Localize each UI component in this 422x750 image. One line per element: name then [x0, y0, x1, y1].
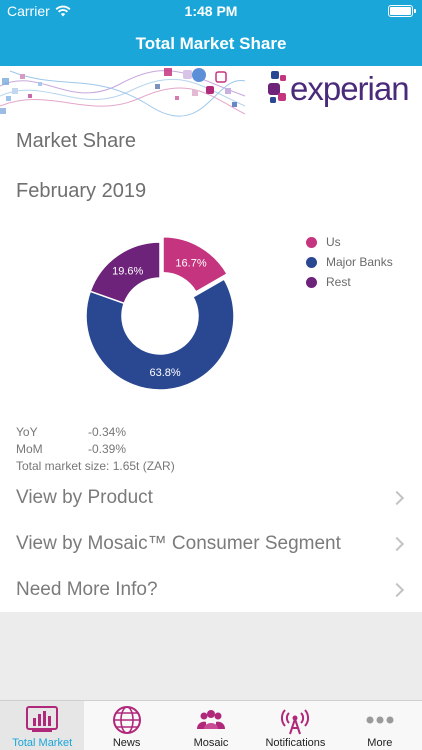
chevron-right-icon	[389, 582, 405, 598]
carrier-indicator: Carrier	[7, 3, 71, 19]
row-label: View by Mosaic™ Consumer Segment	[16, 533, 341, 554]
market-share-chart: 16.7% 63.8% 19.6%	[80, 236, 240, 396]
view-by-mosaic-row[interactable]: View by Mosaic™ Consumer Segment	[0, 521, 422, 567]
people-icon	[194, 705, 228, 735]
antenna-icon	[278, 705, 312, 735]
battery-icon	[388, 5, 416, 17]
slice-data-label: 63.8%	[149, 367, 180, 379]
tab-label: News	[112, 737, 141, 749]
stat-value: -0.34%	[88, 425, 127, 439]
bar-chart-icon	[25, 705, 59, 735]
stat-yoy: YoY -0.34%	[16, 425, 175, 442]
legend-item-rest: Rest	[306, 272, 393, 292]
brand-name: experian	[290, 70, 410, 107]
tab-label: Mosaic	[193, 737, 229, 749]
tab-news[interactable]: News	[84, 701, 168, 750]
chart-legend: Us Major Banks Rest	[306, 232, 393, 292]
tab-more[interactable]: More	[338, 701, 422, 750]
stat-value: -0.39%	[88, 442, 127, 456]
legend-dot	[306, 276, 317, 288]
page-title: Market Share	[16, 130, 137, 152]
tab-label: More	[367, 737, 393, 749]
legend-item-us: Us	[306, 232, 393, 252]
pie-slice-rest	[89, 241, 161, 305]
stat-total-market-size: Total market size: 1.65t (ZAR)	[16, 459, 175, 476]
nav-title: Total Market Share	[0, 22, 422, 66]
legend-item-major-banks: Major Banks	[306, 252, 393, 272]
status-time: 1:48 PM	[184, 3, 238, 19]
status-bar: Carrier 1:48 PM	[0, 0, 422, 22]
stat-label: MoM	[16, 442, 43, 456]
chevron-right-icon	[389, 490, 405, 506]
tab-total-market[interactable]: Total Market	[0, 701, 85, 750]
stat-label: YoY	[16, 425, 38, 439]
donut-chart: 16.7% 63.8% 19.6%	[85, 236, 235, 391]
logo-mark	[268, 71, 286, 103]
chevron-right-icon	[389, 536, 405, 552]
slice-data-label: 19.6%	[112, 265, 143, 277]
legend-dot	[306, 236, 317, 248]
banner-decoration	[0, 66, 250, 120]
slice-data-label: 16.7%	[175, 257, 206, 269]
legend-label: Major Banks	[326, 255, 393, 269]
view-by-product-row[interactable]: View by Product	[0, 475, 422, 521]
row-label: View by Product	[16, 487, 153, 508]
globe-icon	[110, 705, 144, 735]
carrier-label: Carrier	[7, 3, 50, 19]
stat-mom: MoM -0.39%	[16, 442, 175, 459]
tab-label: Total Market	[12, 737, 73, 749]
need-more-info-row[interactable]: Need More Info?	[0, 567, 422, 613]
tab-mosaic[interactable]: Mosaic	[169, 701, 253, 750]
wifi-icon	[55, 5, 71, 17]
tab-label: Notifications	[265, 737, 326, 749]
experian-logo: experian	[268, 70, 410, 108]
pie-slice-major-banks	[85, 278, 235, 391]
legend-label: Us	[326, 235, 341, 249]
row-label: Need More Info?	[16, 579, 158, 600]
more-dots-icon	[363, 705, 397, 735]
legend-dot	[306, 256, 317, 268]
period-label: February 2019	[16, 180, 147, 202]
pie-slice-us	[162, 236, 229, 293]
stats-block: YoY -0.34% MoM -0.39% Total market size:…	[16, 425, 175, 476]
tab-bar: Total Market News Mosaic	[0, 700, 422, 750]
tab-notifications[interactable]: Notifications	[253, 701, 337, 750]
banner: experian	[0, 66, 422, 120]
stat-value: Total market size: 1.65t (ZAR)	[16, 459, 175, 473]
empty-area	[0, 612, 422, 700]
legend-label: Rest	[326, 275, 351, 289]
